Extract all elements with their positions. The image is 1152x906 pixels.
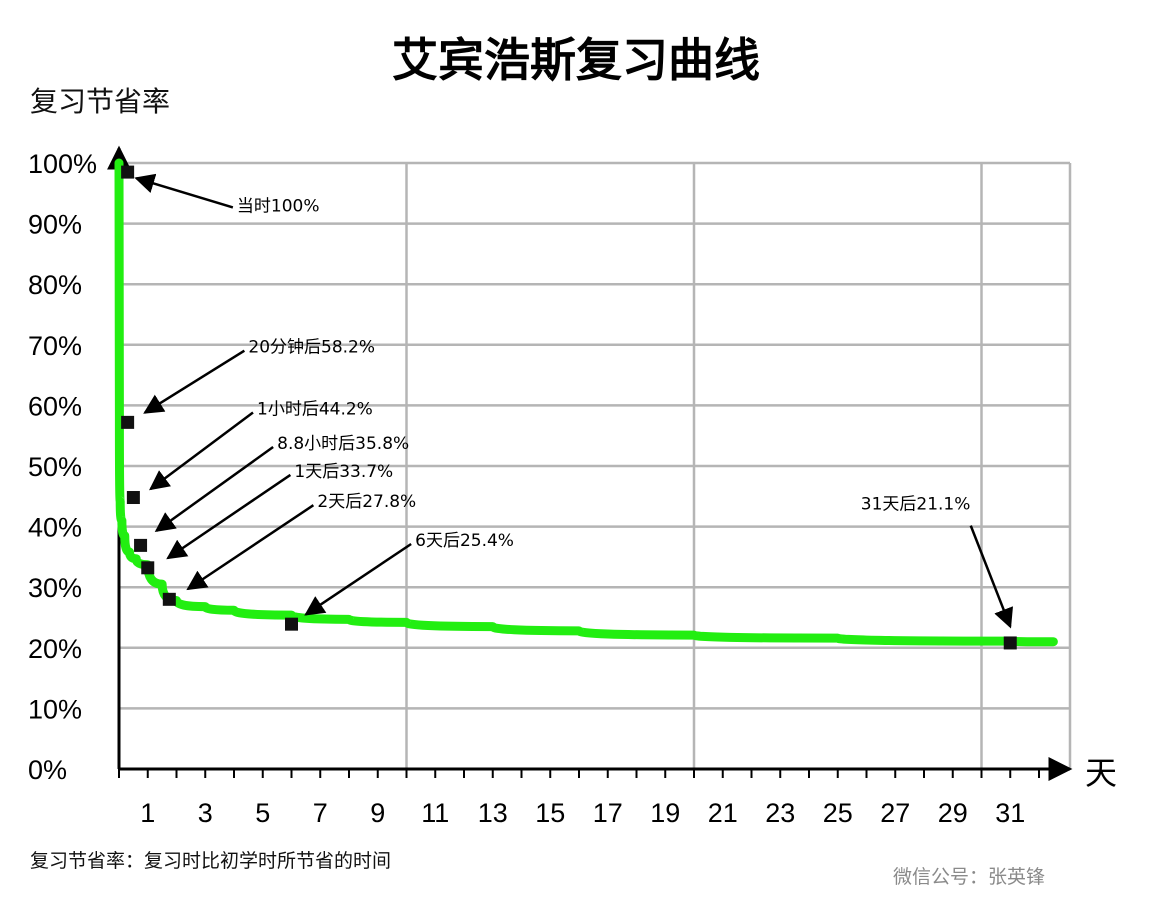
- x-tick-label: 5: [255, 798, 270, 828]
- x-tick-label: 1: [140, 798, 155, 828]
- data-marker-1: [121, 415, 135, 429]
- annotation-label-7: 31天后21.1%: [861, 495, 971, 515]
- y-tick-label: 100%: [28, 149, 97, 179]
- data-marker-4: [141, 561, 155, 575]
- y-tick-label: 40%: [28, 513, 82, 543]
- data-marker-6: [285, 617, 298, 631]
- annotation-arrow-1: [143, 349, 246, 414]
- chart-title: 艾宾浩斯复习曲线: [392, 33, 760, 87]
- y-tick-label: 60%: [28, 391, 82, 421]
- series-curve: [114, 158, 1058, 647]
- y-tick-label: 70%: [28, 331, 82, 361]
- annotation-arrow-4: [166, 473, 292, 560]
- annotation-label-6: 6天后25.4%: [415, 531, 514, 551]
- x-tick-label: 7: [313, 798, 328, 828]
- x-tick-label: 3: [198, 798, 213, 828]
- x-tick-label: 9: [370, 798, 385, 828]
- annotation-arrow-3: [154, 446, 274, 533]
- x-tick-label: 27: [880, 798, 910, 828]
- annotations: 当时100% 20分钟后58.2% 1小时后44.2% 8.8小时后35.8% 1天后3…: [134, 173, 1014, 629]
- tick-labels: 0%10%20%30%40%50%60%70%80%90%100%1 3 5 7 9 11…: [28, 149, 1117, 828]
- data-marker-2: [126, 491, 140, 505]
- y-tick-label: 90%: [28, 210, 82, 240]
- x-tick-label: 11: [421, 798, 449, 828]
- x-axis-title: 天: [1085, 754, 1117, 792]
- y-tick-label: 20%: [28, 634, 82, 664]
- data-marker-5: [162, 592, 176, 606]
- y-tick-label: 50%: [28, 452, 82, 482]
- axes: [107, 145, 1073, 781]
- x-tick-label: 19: [650, 798, 680, 828]
- y-tick-label: 10%: [28, 694, 82, 724]
- annotation-arrow-7: [969, 525, 1014, 629]
- x-tick-label: 21: [708, 798, 738, 828]
- annotation-label-0: 当时100%: [237, 196, 320, 216]
- x-tick-label: 23: [765, 798, 795, 828]
- x-tick-label: 31: [995, 798, 1025, 828]
- x-tick-label: 25: [823, 798, 853, 828]
- grid: [119, 161, 1072, 769]
- data-markers: [121, 165, 1017, 650]
- data-marker-7: [1003, 636, 1017, 650]
- annotation-arrow-0: [134, 173, 234, 209]
- data-marker-3: [134, 538, 148, 552]
- series-line-0: [114, 158, 1058, 647]
- annotation-label-4: 1天后33.7%: [294, 462, 393, 482]
- annotation-label-5: 2天后27.8%: [317, 492, 416, 512]
- y-tick-label: 0%: [28, 755, 67, 785]
- annotation-arrow-5: [186, 504, 315, 591]
- x-tick-label: 29: [938, 798, 968, 828]
- annotation-label-1: 20分钟后58.2%: [248, 338, 375, 358]
- y-tick-label: 80%: [28, 270, 82, 300]
- y-tick-label: 30%: [28, 573, 82, 603]
- watermark: 微信公号：张英锋: [893, 866, 1046, 888]
- annotation-label-2: 1小时后44.2%: [257, 399, 373, 419]
- data-marker-0: [121, 165, 135, 179]
- x-tick-label: 17: [593, 798, 623, 828]
- x-tick-label: 13: [478, 798, 508, 828]
- annotation-arrow-2: [149, 411, 254, 491]
- annotation-arrow-6: [304, 542, 412, 616]
- annotation-label-3: 8.8小时后35.8%: [277, 434, 409, 454]
- x-tick-label: 15: [535, 798, 565, 828]
- footnote: 复习节省率：复习时比初学时所节省的时间: [30, 850, 392, 872]
- y-axis-title: 复习节省率: [30, 85, 171, 118]
